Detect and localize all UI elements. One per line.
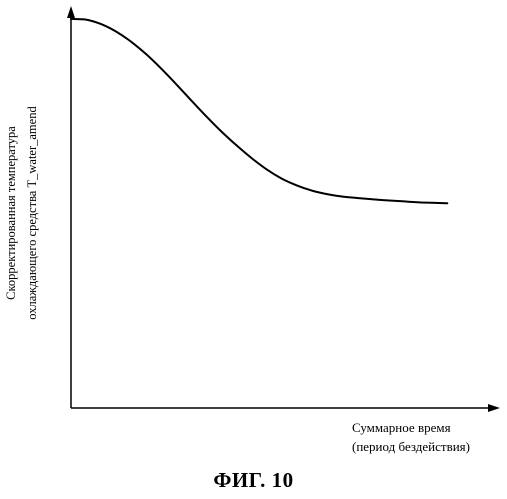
x-axis-label-line-1: Суммарное время	[352, 420, 451, 435]
y-axis-label: Скорректированная температура охлаждающе…	[4, 106, 39, 320]
y-axis-label-line-1: Скорректированная температура	[4, 126, 18, 300]
x-axis-label-line-2: (период бездействия)	[352, 439, 470, 454]
y-axis-label-line-2: охлаждающего средства T_water_amend	[25, 106, 39, 320]
figure-caption: ФИГ. 10	[0, 468, 507, 493]
series-line	[71, 19, 447, 203]
y-axis-arrow	[67, 6, 75, 18]
x-axis-arrow	[488, 404, 500, 412]
